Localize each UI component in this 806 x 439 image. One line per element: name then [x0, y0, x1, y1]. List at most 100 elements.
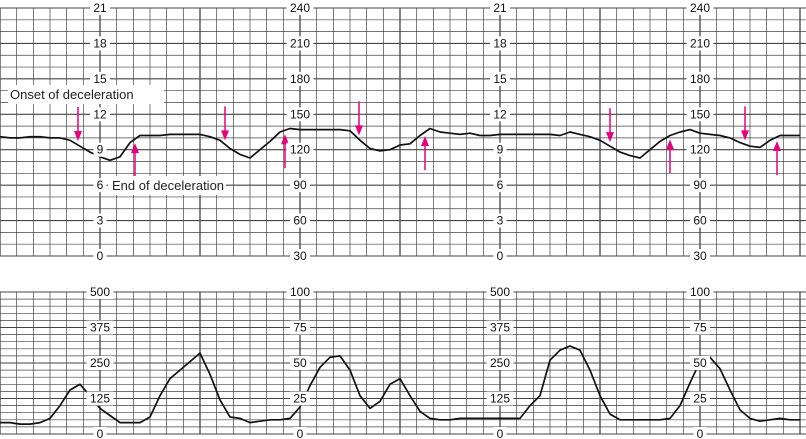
annotation-onset: Onset of deceleration [8, 85, 164, 104]
tick-label: 150 [290, 107, 310, 121]
tick-label-bg [90, 107, 110, 122]
tick-label-bg [286, 36, 314, 51]
tick-label: 210 [290, 36, 310, 50]
tick-label-bg [690, 320, 710, 335]
tick-label: 6 [497, 178, 504, 192]
tick-label: 180 [290, 72, 310, 86]
tick-label: 9 [97, 143, 104, 157]
tick-label-bg [290, 391, 310, 406]
tick-label-bg [493, 213, 507, 228]
tick-label-bg [686, 71, 714, 86]
tick-label-bg [490, 1, 510, 15]
tick-label-bg [290, 356, 310, 370]
tick-label-bg [86, 285, 114, 299]
tick-label: 50 [293, 356, 307, 370]
tick-label-bg [86, 391, 114, 406]
onset-arrow-icon [221, 130, 229, 141]
tick-label: 75 [693, 321, 707, 335]
tick-label: 12 [93, 107, 107, 121]
tick-label: 15 [493, 72, 507, 86]
tick-label: 3 [497, 214, 504, 228]
annotation-end-label: End of deceleration [112, 178, 224, 193]
deceleration-markers [74, 101, 781, 178]
tick-label-bg [286, 71, 314, 86]
tick-label: 120 [690, 143, 710, 157]
tick-label: 125 [490, 392, 510, 406]
tick-label-bg [493, 178, 507, 193]
tick-label: 3 [97, 214, 104, 228]
tick-label: 9 [497, 143, 504, 157]
tick-label: 6 [97, 178, 104, 192]
tick-label-bg [690, 249, 710, 263]
tick-label-bg [93, 427, 107, 439]
tick-label: 60 [693, 214, 707, 228]
tick-label: 125 [90, 392, 110, 406]
tick-label: 240 [690, 1, 710, 15]
end-arrow-icon [131, 143, 139, 154]
tick-label-bg [93, 142, 107, 157]
tick-label: 240 [290, 1, 310, 15]
tick-label-bg [490, 36, 510, 51]
tick-label-bg [493, 249, 507, 263]
tick-label: 100 [690, 285, 710, 299]
tick-label-bg [86, 320, 114, 335]
tick-label: 90 [293, 178, 307, 192]
tick-label-bg [686, 107, 714, 122]
tick-label: 30 [293, 249, 307, 263]
tick-label: 15 [93, 72, 107, 86]
tick-label-bg [690, 178, 710, 193]
tick-label-bg [286, 142, 314, 157]
tick-label-bg [93, 178, 107, 193]
tick-label: 120 [290, 143, 310, 157]
fhr-trace [0, 127, 800, 162]
tick-label: 75 [293, 321, 307, 335]
tick-label-bg [286, 107, 314, 122]
tick-label: 0 [697, 427, 704, 439]
tick-label-bg [93, 249, 107, 263]
tick-label-bg [290, 249, 310, 263]
tick-label-bg [686, 1, 714, 15]
tick-label-bg [486, 320, 514, 335]
tick-label-bg [686, 36, 714, 51]
tick-label: 21 [493, 1, 507, 15]
onset-arrow-icon [741, 130, 749, 141]
axis-tick-labels: 0369121518213060901201501802102400369121… [86, 1, 714, 439]
tick-label-bg [286, 285, 314, 299]
tick-label-bg [86, 356, 114, 370]
tick-label-bg [90, 36, 110, 51]
tick-label: 0 [97, 427, 104, 439]
onset-arrow-icon [74, 130, 82, 141]
tick-label: 375 [90, 321, 110, 335]
tick-label: 500 [490, 285, 510, 299]
tick-label: 375 [490, 321, 510, 335]
tick-label-bg [686, 285, 714, 299]
tick-label: 60 [293, 214, 307, 228]
tick-label: 210 [690, 36, 710, 50]
tick-label: 30 [693, 249, 707, 263]
tick-label: 150 [690, 107, 710, 121]
tick-label-bg [486, 391, 514, 406]
end-arrow-icon [773, 140, 781, 151]
tick-label: 500 [90, 285, 110, 299]
tick-label: 21 [93, 1, 107, 15]
tick-label-bg [490, 107, 510, 122]
tick-label: 90 [693, 178, 707, 192]
tick-label-bg [690, 213, 710, 228]
tick-label: 18 [493, 36, 507, 50]
tick-label: 250 [90, 356, 110, 370]
tick-label-bg [690, 356, 710, 370]
tick-label-bg [486, 356, 514, 370]
tick-label-bg [493, 142, 507, 157]
onset-arrow-icon [355, 125, 363, 136]
tick-label: 100 [290, 285, 310, 299]
tick-label-bg [90, 71, 110, 86]
tick-label-bg [486, 285, 514, 299]
onset-arrow-icon [606, 132, 614, 143]
tick-label: 250 [490, 356, 510, 370]
tick-label: 50 [693, 356, 707, 370]
annotation-onset-label: Onset of deceleration [10, 87, 134, 102]
tick-label: 25 [293, 392, 307, 406]
tick-label-bg [286, 1, 314, 15]
tick-label-bg [693, 427, 707, 439]
